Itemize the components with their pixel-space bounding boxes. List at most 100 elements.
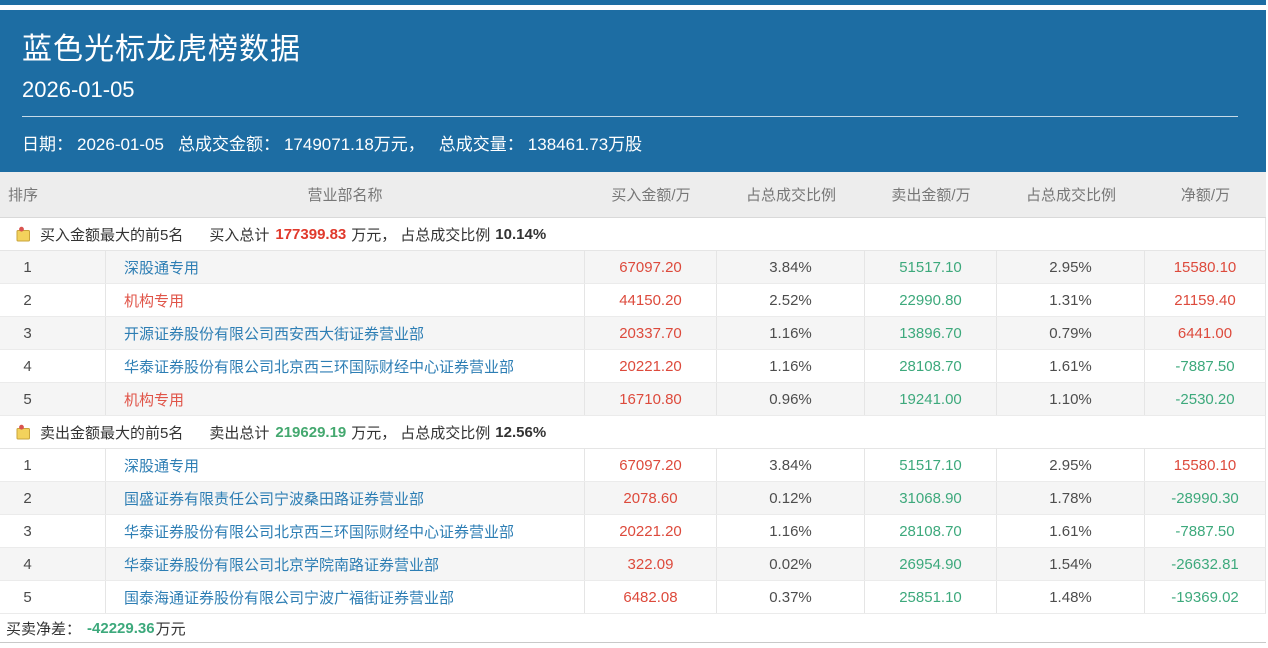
total-amount-value: 1749071.18万元， <box>283 135 425 154</box>
rank-cell: 4 <box>23 357 32 375</box>
section-total-label: 卖出总计 <box>209 424 270 442</box>
buy-amount-cell: 20221.20 <box>584 350 716 382</box>
sell-pct-cell: 1.54% <box>996 548 1144 580</box>
buy-pct-cell: 3.84% <box>716 449 864 481</box>
sell-amount-cell: 26954.90 <box>864 548 996 580</box>
net-amount-cell: -28990.30 <box>1144 482 1265 514</box>
rank-cell: 5 <box>23 390 32 408</box>
total-volume-value: 138461.73万股 <box>527 135 643 154</box>
header-divider <box>22 116 1238 117</box>
net-amount-cell: -2530.20 <box>1144 383 1265 415</box>
table-footer: 买卖净差： -42229.36 万元 <box>0 614 1266 643</box>
sell-pct-cell: 1.78% <box>996 482 1144 514</box>
table-body: 买入金额最大的前5名 买入总计 177399.83 万元， 占总成交比例 1 0.… <box>0 218 1266 614</box>
sell-pct-cell: 1.61% <box>996 515 1144 547</box>
sell-pct-cell: 0.79% <box>996 317 1144 349</box>
date-label: 日期： <box>22 135 73 154</box>
net-amount-cell: -19369.02 <box>1144 581 1265 613</box>
branch-name-link[interactable]: 华泰证券股份有限公司北京西三环国际财经中心证券营业部 <box>105 350 584 382</box>
buy-pct-cell: 0.12% <box>716 482 864 514</box>
sell-amount-cell: 31068.90 <box>864 482 996 514</box>
table-row: 4 华泰证券股份有限公司北京西三环国际财经中心证券营业部 20221.20 1.… <box>0 350 1266 383</box>
buy-pct-cell: 1.16% <box>716 515 864 547</box>
sell-amount-cell: 51517.10 <box>864 251 996 283</box>
section-header-row: 买入金额最大的前5名 买入总计 177399.83 万元， 占总成交比例 10.… <box>0 218 1266 251</box>
table-row: 3 开源证券股份有限公司西安西大街证券营业部 20337.70 1.16% 13… <box>0 317 1266 350</box>
branch-name-link[interactable]: 华泰证券股份有限公司北京学院南路证券营业部 <box>105 548 584 580</box>
column-header-buy-amount: 买入金额/万 <box>611 187 691 204</box>
table-row: 4 华泰证券股份有限公司北京学院南路证券营业部 322.09 0.02% 269… <box>0 548 1266 581</box>
sell-amount-cell: 25851.10 <box>864 581 996 613</box>
buy-amount-cell: 20221.20 <box>584 515 716 547</box>
rank-cell: 2 <box>23 291 32 309</box>
table-header-row: 排序 营业部名称 买入金额/万 占总成交比例 卖出金额/万 占总成交比例 净额/… <box>0 172 1266 218</box>
rank-cell: 3 <box>23 324 32 342</box>
page-title: 蓝色光标龙虎榜数据 <box>22 33 301 66</box>
buy-amount-cell: 322.09 <box>584 548 716 580</box>
table-row: 5 机构专用 16710.80 0.96% 19241.00 1.10% -25… <box>0 383 1266 416</box>
page-date: 2026-01-05 <box>22 77 135 102</box>
sell-pct-cell: 1.10% <box>996 383 1144 415</box>
column-header-sell-pct: 占总成交比例 <box>1025 187 1116 204</box>
buy-pct-cell: 2.52% <box>716 284 864 316</box>
branch-name-link[interactable]: 深股通专用 <box>105 449 584 481</box>
net-amount-cell: -26632.81 <box>1144 548 1265 580</box>
section-header-row: 卖出金额最大的前5名 卖出总计 219629.19 万元， 占总成交比例 12.… <box>0 416 1266 449</box>
rank-cell: 5 <box>23 588 32 606</box>
sell-amount-cell: 51517.10 <box>864 449 996 481</box>
section-total-label: 买入总计 <box>209 226 270 244</box>
buy-pct-cell: 3.84% <box>716 251 864 283</box>
sell-amount-cell: 22990.80 <box>864 284 996 316</box>
buy-pct-cell: 0.96% <box>716 383 864 415</box>
column-header-buy-pct: 占总成交比例 <box>745 187 836 204</box>
net-amount-cell: 15580.10 <box>1144 449 1265 481</box>
buy-amount-cell: 16710.80 <box>584 383 716 415</box>
branch-name-link[interactable]: 国泰海通证券股份有限公司宁波广福街证券营业部 <box>105 581 584 613</box>
sell-pct-cell: 2.95% <box>996 449 1144 481</box>
net-diff-label: 买卖净差： <box>6 620 82 638</box>
buy-amount-cell: 67097.20 <box>584 251 716 283</box>
sell-pct-cell: 2.95% <box>996 251 1144 283</box>
net-amount-cell: 6441.00 <box>1144 317 1265 349</box>
section-pct-label: 占总成交比例 <box>400 424 491 442</box>
table-row: 1 深股通专用 67097.20 3.84% 51517.10 2.95% 15… <box>0 251 1266 284</box>
net-amount-cell: 15580.10 <box>1144 251 1265 283</box>
branch-name-link[interactable]: 机构专用 <box>105 284 584 316</box>
buy-pct-cell: 1.16% <box>716 317 864 349</box>
buy-pct-cell: 1.16% <box>716 350 864 382</box>
section-title: 卖出金额最大的前5名 <box>40 424 184 442</box>
table-row: 5 国泰海通证券股份有限公司宁波广福街证券营业部 6482.08 0.37% 2… <box>0 581 1266 614</box>
branch-name-link[interactable]: 国盛证券有限责任公司宁波桑田路证券营业部 <box>105 482 584 514</box>
column-header-rank: 排序 <box>8 187 39 204</box>
branch-name-link[interactable]: 机构专用 <box>105 383 584 415</box>
summary-bar: 日期： 2026-01-05 总成交金额： 1749071.18万元， 总成交量： 138… <box>22 117 1266 172</box>
sell-amount-cell: 13896.70 <box>864 317 996 349</box>
branch-name-link[interactable]: 开源证券股份有限公司西安西大街证券营业部 <box>105 317 584 349</box>
total-volume-label: 总成交量： <box>438 135 524 154</box>
net-diff-value: -42229.36 <box>87 619 155 637</box>
table-row: 2 国盛证券有限责任公司宁波桑田路证券营业部 2078.60 0.12% 310… <box>0 482 1266 515</box>
branch-name-link[interactable]: 华泰证券股份有限公司北京西三环国际财经中心证券营业部 <box>105 515 584 547</box>
net-amount-cell: -7887.50 <box>1144 515 1265 547</box>
section-title: 买入金额最大的前5名 <box>40 226 184 244</box>
section-total-value: 177399.83 <box>275 225 347 243</box>
net-amount-cell: -7887.50 <box>1144 350 1265 382</box>
buy-amount-cell: 6482.08 <box>584 581 716 613</box>
section-pct-value: 12.56% <box>495 423 547 441</box>
branch-name-link[interactable]: 深股通专用 <box>105 251 584 283</box>
section-total-value: 219629.19 <box>275 423 347 441</box>
table-row: 3 华泰证券股份有限公司北京西三环国际财经中心证券营业部 20221.20 1.… <box>0 515 1266 548</box>
note-icon <box>16 226 30 242</box>
section-total-unit: 万元， <box>351 424 397 442</box>
buy-pct-cell: 0.37% <box>716 581 864 613</box>
column-header-branch: 营业部名称 <box>307 187 383 204</box>
buy-amount-cell: 20337.70 <box>584 317 716 349</box>
rank-cell: 1 <box>23 456 32 474</box>
top-accent-strip <box>0 0 1266 5</box>
sell-amount-cell: 28108.70 <box>864 350 996 382</box>
section-pct-label: 占总成交比例 <box>400 226 491 244</box>
rank-cell: 2 <box>23 489 32 507</box>
column-header-net: 净额/万 <box>1180 187 1231 204</box>
buy-amount-cell: 44150.20 <box>584 284 716 316</box>
